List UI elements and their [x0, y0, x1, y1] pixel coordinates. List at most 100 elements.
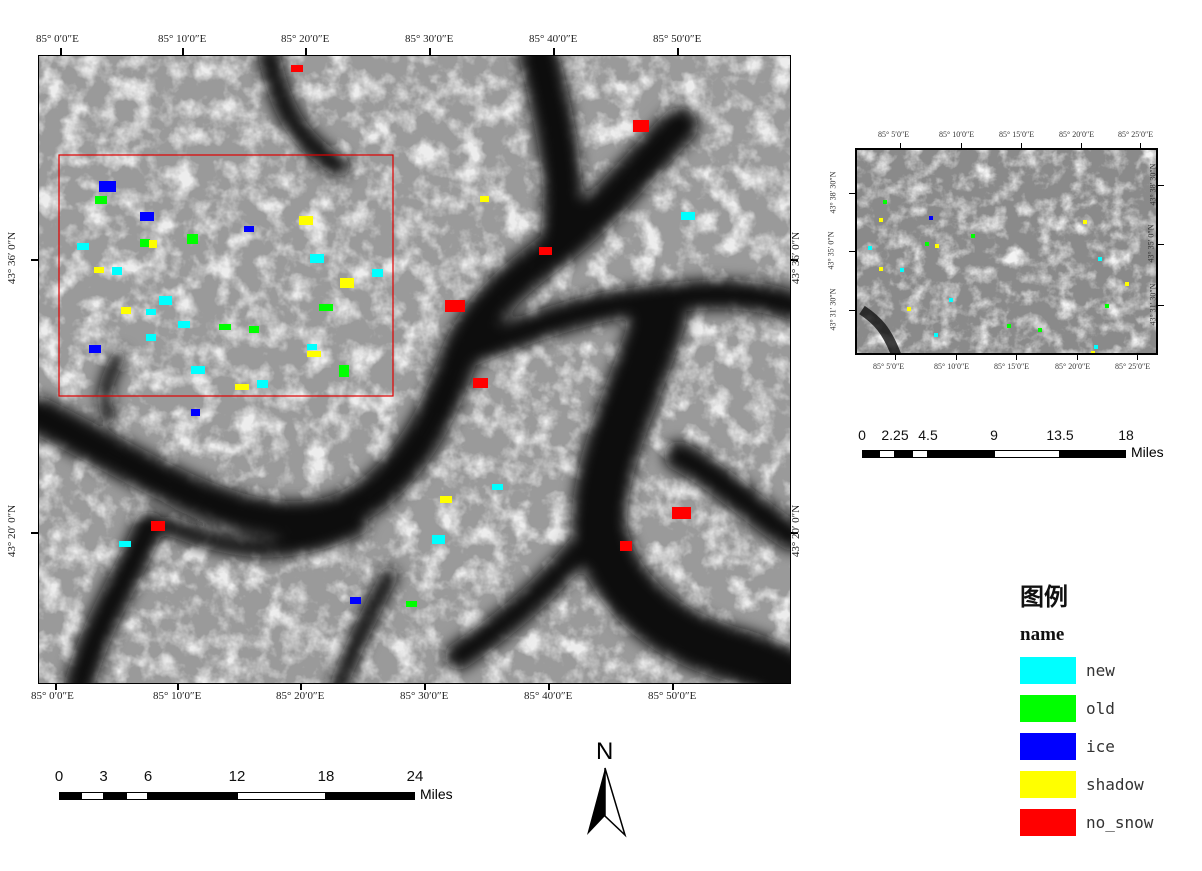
lon-label-top: 85° 10′0″E	[158, 33, 207, 45]
inset-patch-shadow	[1091, 351, 1095, 353]
scale-tick-label: 0	[54, 768, 64, 785]
patch-shadow	[440, 496, 452, 503]
patch-old	[140, 239, 150, 247]
patch-no_snow	[291, 65, 303, 72]
scale-segment	[878, 450, 895, 458]
inset-lon-label-bottom: 85° 5′0″E	[873, 362, 905, 371]
patch-no_snow	[539, 247, 552, 255]
patch-shadow	[307, 351, 321, 357]
patch-new	[492, 484, 503, 490]
scale-segment	[862, 450, 879, 458]
patch-new	[257, 380, 268, 388]
inset-tick-top	[1081, 143, 1082, 148]
inset-tick-right	[1158, 305, 1164, 306]
inset-patch-old	[971, 234, 975, 238]
tick-right	[791, 259, 798, 261]
scale-tick-label: 18	[317, 768, 335, 785]
scale-segment	[994, 450, 1060, 458]
legend-item-old: old	[1020, 695, 1115, 722]
scale-segment	[895, 450, 912, 458]
scale-tick-label: 9	[990, 427, 998, 443]
scale-segment	[911, 450, 928, 458]
scale-unit: Miles	[420, 786, 453, 802]
scale-segment	[237, 792, 326, 800]
lon-label-top: 85° 0′0″E	[36, 33, 79, 45]
scale-segment	[103, 792, 126, 800]
inset-patch-shadow	[1125, 282, 1129, 286]
patch-new	[159, 296, 172, 305]
patch-ice	[99, 181, 116, 192]
patch-new	[146, 334, 156, 341]
legend-label: old	[1086, 699, 1115, 718]
scale-segment	[59, 792, 82, 800]
inset-patch-new	[949, 298, 953, 302]
valley-shading	[39, 56, 790, 683]
inset-map-image	[857, 150, 1156, 353]
inset-patch-shadow	[1083, 220, 1087, 224]
scale-tick-label: 12	[228, 768, 246, 785]
scale-unit: Miles	[1131, 444, 1164, 460]
lat-label-left-2: 43° 20′ 0″N	[6, 504, 19, 558]
tick-top	[553, 48, 555, 55]
patch-shadow	[121, 307, 131, 314]
patch-new	[119, 541, 131, 547]
lon-label-bottom: 85° 0′0″E	[31, 690, 74, 702]
inset-tick-bottom	[1016, 355, 1017, 360]
tick-left	[31, 532, 38, 534]
scale-tick-label: 13.5	[1046, 427, 1074, 443]
inset-tick-left	[849, 251, 855, 252]
inset-patch-new	[1094, 345, 1098, 349]
scale-tick-label: 18	[1118, 427, 1134, 443]
inset-patch-shadow	[879, 218, 883, 222]
patch-no_snow	[473, 378, 488, 388]
scale-tick-label: 24	[406, 768, 424, 785]
patch-new	[77, 243, 89, 250]
legend-label: ice	[1086, 737, 1115, 756]
patch-new	[372, 269, 383, 277]
inset-lon-label-bottom: 85° 25′0″E	[1115, 362, 1151, 371]
legend-title: 图例	[1020, 583, 1068, 611]
tick-top	[677, 48, 679, 55]
lat-label-right-2: 43° 20′ 0″N	[790, 504, 803, 558]
patch-no_snow	[633, 120, 649, 132]
scale-segment	[125, 792, 148, 800]
legend-item-new: new	[1020, 657, 1115, 684]
tick-bottom	[300, 684, 302, 690]
inset-patch-new	[900, 268, 904, 272]
inset-extent-box	[58, 154, 394, 397]
lat-label-left-1: 43° 36′ 0″N	[6, 231, 19, 285]
inset-tick-right	[1158, 244, 1164, 245]
tick-bottom	[424, 684, 426, 690]
inset-map-frame	[855, 148, 1158, 355]
scale-tick-label: 2.25	[881, 427, 909, 443]
legend-item-no_snow: no_snow	[1020, 809, 1153, 836]
inset-lon-label-top: 85° 10′0″E	[939, 130, 975, 139]
inset-lat-label-right: 43° 38′ 30″N	[1148, 163, 1158, 206]
patch-ice	[191, 409, 200, 416]
patch-new	[310, 254, 324, 263]
lon-label-bottom: 85° 10′0″E	[153, 690, 202, 702]
north-arrow-icon	[587, 767, 627, 838]
patch-shadow	[235, 384, 249, 390]
patch-old	[187, 234, 198, 244]
legend-swatch	[1020, 809, 1076, 836]
patch-new	[191, 366, 205, 374]
inset-tick-left	[849, 193, 855, 194]
main-map-image	[39, 56, 790, 683]
lon-label-top: 85° 30′0″E	[405, 33, 454, 45]
patch-shadow	[299, 216, 313, 225]
patch-new	[432, 535, 445, 544]
scale-tick-label: 4.5	[918, 427, 938, 443]
patch-old	[219, 324, 231, 330]
inset-lat-label-left: 43° 31′ 30″N	[828, 288, 838, 331]
inset-tick-bottom	[1077, 355, 1078, 360]
lat-label-right-1: 43° 36′ 0″N	[790, 231, 803, 285]
patch-old	[95, 196, 107, 204]
patch-ice	[140, 212, 154, 221]
patch-old	[319, 304, 333, 311]
inset-patch-shadow	[935, 244, 939, 248]
inset-lon-label-bottom: 85° 20′0″E	[1055, 362, 1091, 371]
scale-segment	[928, 450, 994, 458]
patch-new	[681, 212, 695, 220]
patch-no_snow	[672, 507, 691, 519]
